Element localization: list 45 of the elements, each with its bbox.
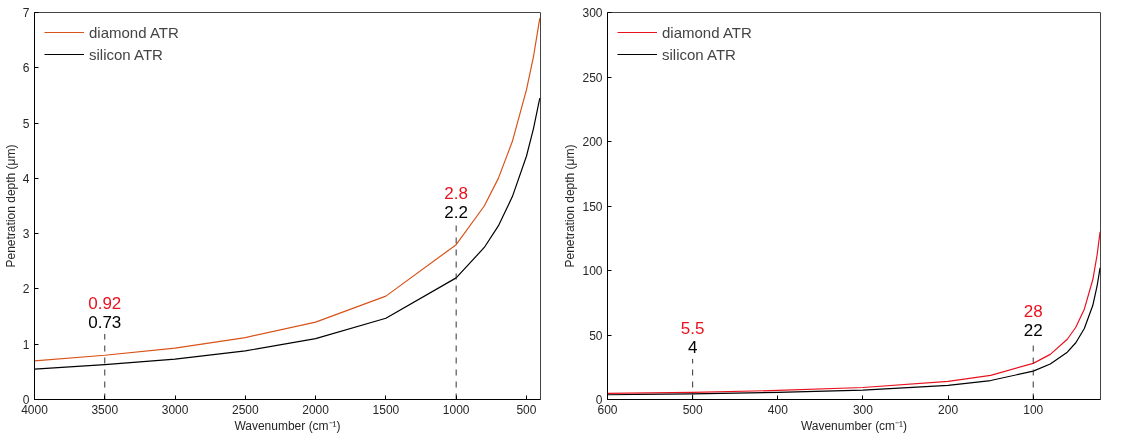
x-tick-label: 1500	[372, 402, 400, 417]
y-tick-label: 2	[22, 282, 30, 297]
x-tick-label: 300	[852, 402, 874, 417]
y-tick-label: 0	[22, 393, 30, 407]
x-tick-label: 500	[682, 402, 703, 417]
annotation: 28	[1023, 302, 1043, 322]
legend-label: silicon ATR	[662, 45, 736, 63]
y-tick-label: 100	[582, 264, 603, 278]
x-tick-label: 1000	[442, 402, 470, 417]
annotation: 4	[687, 338, 698, 358]
legend-label: diamond ATR	[89, 23, 179, 41]
y-axis-title: Penetration depth (μm)	[3, 144, 18, 268]
x-axis-title: Wavenumber (cm⁻¹)	[234, 418, 341, 433]
x-tick-label: 500	[516, 402, 537, 417]
y-tick-label: 0	[595, 393, 603, 407]
x-tick-label: 3000	[161, 402, 189, 417]
y-tick-label: 3	[22, 227, 30, 242]
x-tick-label: 400	[767, 402, 789, 417]
line-series	[34, 17, 541, 362]
y-axis-title: Penetration depth (μm)	[563, 144, 578, 268]
y-tick-label: 6	[22, 61, 30, 76]
x-tick-label: 2000	[302, 402, 330, 417]
y-tick-label: 5	[22, 116, 30, 131]
legend-label: diamond ATR	[662, 23, 752, 41]
y-tick-label: 50	[589, 328, 603, 343]
x-tick-label: 2500	[231, 402, 260, 417]
x-tick-label: 100	[1023, 402, 1044, 417]
y-tick-label: 1	[22, 337, 30, 352]
y-tick-label: 250	[582, 70, 603, 85]
line-series	[607, 231, 1101, 395]
annotation: 2.8	[444, 183, 468, 203]
y-tick-label: 4	[22, 171, 30, 186]
y-tick-label: 7	[22, 6, 30, 20]
y-tick-label: 300	[582, 6, 603, 20]
legend-label: silicon ATR	[89, 45, 163, 63]
annotation: 0.92	[88, 294, 122, 314]
x-tick-label: 200	[938, 402, 959, 417]
annotation: 5.5	[680, 319, 705, 339]
annotation: 22	[1023, 321, 1043, 341]
y-tick-label: 200	[582, 135, 603, 149]
y-tick-label: 150	[582, 199, 603, 214]
x-axis-title: Wavenumber (cm⁻¹)	[800, 418, 908, 433]
annotation: 0.73	[88, 313, 122, 333]
annotation: 2.2	[444, 202, 468, 222]
x-tick-label: 3500	[91, 402, 119, 417]
